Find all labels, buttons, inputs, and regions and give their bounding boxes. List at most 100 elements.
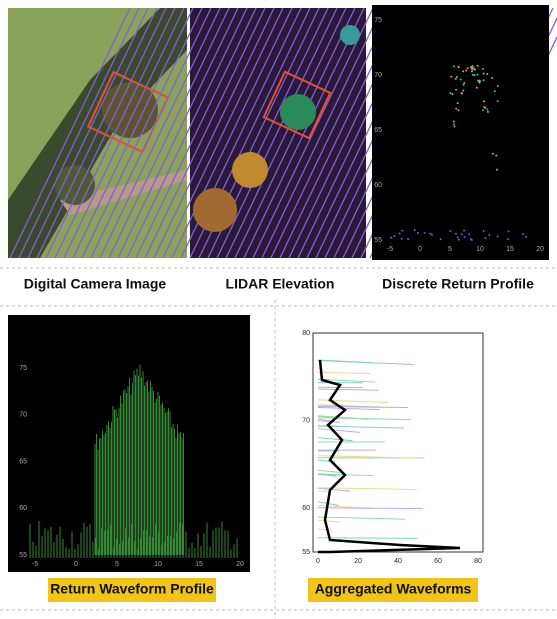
dot bbox=[470, 70, 473, 73]
trace bbox=[317, 437, 353, 442]
dot bbox=[496, 85, 499, 88]
scan-line bbox=[90, 7, 212, 259]
dot bbox=[470, 238, 473, 241]
dot bbox=[484, 237, 487, 240]
x-tick-label: 20 bbox=[354, 558, 362, 565]
x-tick-label: 0 bbox=[418, 246, 422, 253]
y-tick-label: 55 bbox=[19, 552, 27, 559]
dot bbox=[462, 83, 465, 86]
dot bbox=[449, 92, 452, 95]
waveform-traces bbox=[29, 364, 238, 558]
dot bbox=[407, 237, 410, 240]
background-guides bbox=[0, 267, 557, 619]
dot bbox=[452, 120, 455, 123]
dot bbox=[495, 168, 498, 171]
scan-line bbox=[144, 7, 266, 259]
dot bbox=[466, 67, 469, 70]
dot bbox=[393, 235, 396, 238]
dot bbox=[454, 232, 457, 235]
dot bbox=[455, 107, 458, 110]
scan-line bbox=[63, 7, 185, 259]
x-tick-label: 10 bbox=[476, 246, 484, 253]
y-tick-label: 70 bbox=[19, 412, 27, 419]
scan-line bbox=[54, 7, 176, 259]
y-tick-label: 60 bbox=[374, 182, 382, 189]
y-tick-label: 75 bbox=[374, 17, 382, 24]
dot bbox=[468, 233, 471, 236]
y-tick-label: 55 bbox=[374, 237, 382, 244]
dot bbox=[457, 109, 460, 112]
dot bbox=[476, 73, 479, 76]
dot bbox=[524, 235, 527, 238]
dot bbox=[482, 229, 485, 232]
dot bbox=[486, 110, 489, 113]
y-tick-label: 55 bbox=[302, 549, 310, 556]
dot bbox=[507, 238, 510, 241]
trace bbox=[317, 516, 406, 520]
dot bbox=[507, 230, 510, 233]
trace bbox=[317, 455, 420, 459]
y-tick-label: 65 bbox=[374, 127, 382, 134]
trace bbox=[317, 507, 424, 510]
y-tick-label: 70 bbox=[374, 72, 382, 79]
x-tick-label: 20 bbox=[236, 561, 244, 568]
dot bbox=[491, 152, 494, 155]
scan-line bbox=[243, 7, 365, 259]
caption: Discrete Return Profile bbox=[382, 276, 534, 292]
dot bbox=[483, 100, 486, 103]
x-tick-label: 80 bbox=[474, 558, 482, 565]
x-tick-label: 10 bbox=[154, 561, 162, 568]
dot bbox=[521, 233, 524, 236]
dot bbox=[486, 73, 489, 76]
dot bbox=[495, 154, 498, 157]
scan-line bbox=[261, 7, 383, 259]
dot bbox=[482, 72, 485, 75]
dot bbox=[451, 93, 454, 96]
dot bbox=[482, 109, 485, 112]
x-tick-label: 0 bbox=[74, 561, 78, 568]
dot bbox=[455, 88, 458, 91]
x-tick-label: 60 bbox=[434, 558, 442, 565]
dot bbox=[488, 233, 491, 236]
x-tick-label: 5 bbox=[448, 246, 452, 253]
discrete-points bbox=[390, 64, 527, 241]
x-tick-label: 40 bbox=[394, 558, 402, 565]
trace bbox=[317, 418, 333, 422]
x-tick-label: 0 bbox=[316, 558, 320, 565]
x-tick-label: 20 bbox=[536, 246, 544, 253]
y-tick-label: 60 bbox=[19, 505, 27, 512]
y-tick-label: 70 bbox=[302, 417, 310, 424]
dot bbox=[471, 64, 474, 67]
scan-line bbox=[216, 7, 338, 259]
scan-line bbox=[45, 7, 167, 259]
dot bbox=[450, 75, 453, 78]
scan-line bbox=[171, 7, 293, 259]
dot bbox=[462, 89, 465, 92]
scan-line bbox=[27, 7, 149, 259]
dot bbox=[416, 232, 419, 235]
trace bbox=[317, 519, 341, 523]
trace bbox=[317, 528, 332, 531]
trace bbox=[317, 415, 369, 420]
scan-line bbox=[234, 7, 356, 259]
dot bbox=[455, 75, 458, 78]
scan-line bbox=[126, 7, 248, 259]
trace bbox=[317, 378, 376, 383]
scan-line bbox=[162, 7, 284, 259]
dot bbox=[473, 68, 476, 71]
x-tick-label: 15 bbox=[195, 561, 203, 568]
trace bbox=[317, 371, 370, 374]
trace bbox=[317, 407, 380, 411]
caption: Return Waveform Profile bbox=[50, 581, 214, 597]
dot bbox=[460, 92, 463, 95]
dot bbox=[496, 235, 499, 238]
x-tick-label: 5 bbox=[115, 561, 119, 568]
dot bbox=[482, 79, 485, 82]
trace bbox=[317, 359, 376, 364]
dot bbox=[456, 236, 459, 239]
scan-line bbox=[252, 7, 374, 259]
trace bbox=[317, 388, 379, 391]
caption: LIDAR Elevation bbox=[226, 276, 335, 292]
aggregated-traces bbox=[317, 359, 425, 539]
